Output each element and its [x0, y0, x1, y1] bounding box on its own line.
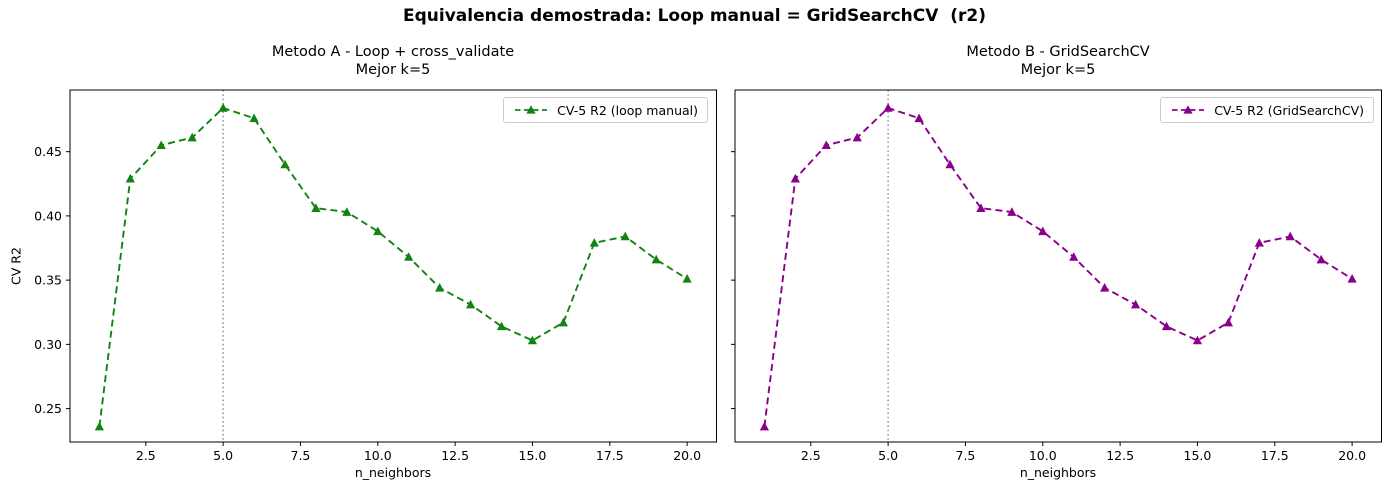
- svg-text:12.5: 12.5: [441, 448, 469, 463]
- svg-text:10.0: 10.0: [1029, 448, 1057, 463]
- svg-text:0.30: 0.30: [34, 337, 62, 352]
- svg-text:7.5: 7.5: [956, 448, 976, 463]
- svg-text:5.0: 5.0: [878, 448, 898, 463]
- svg-text:20.0: 20.0: [673, 448, 701, 463]
- subplot-a-title: Metodo A - Loop + cross_validate Mejor k…: [70, 43, 716, 79]
- svg-text:17.5: 17.5: [596, 448, 624, 463]
- svg-text:7.5: 7.5: [291, 448, 311, 463]
- x-axis-label-a: n_neighbors: [354, 465, 432, 480]
- svg-text:10.0: 10.0: [364, 448, 392, 463]
- legend-line-marker-icon: [1172, 105, 1205, 114]
- subplot-a-title-line1: Metodo A - Loop + cross_validate: [271, 44, 515, 60]
- svg-text:2.5: 2.5: [136, 448, 156, 463]
- svg-text:5.0: 5.0: [213, 448, 233, 463]
- svg-text:2.5: 2.5: [801, 448, 821, 463]
- svg-text:0.45: 0.45: [34, 144, 62, 159]
- subplot-b-title: Metodo B - GridSearchCV Mejor k=5: [735, 43, 1381, 79]
- subplot-b-title-line1: Metodo B - GridSearchCV: [966, 44, 1150, 60]
- subplot-b-title-line2: Mejor k=5: [1020, 62, 1096, 78]
- legend-a: CV-5 R2 (loop manual): [503, 97, 708, 123]
- svg-text:0.40: 0.40: [34, 208, 62, 223]
- svg-text:12.5: 12.5: [1106, 448, 1134, 463]
- svg-text:0.25: 0.25: [34, 401, 62, 416]
- svg-text:0.35: 0.35: [34, 273, 62, 288]
- svg-text:17.5: 17.5: [1261, 448, 1289, 463]
- legend-b-label: CV-5 R2 (GridSearchCV): [1214, 102, 1364, 118]
- svg-text:15.0: 15.0: [1184, 448, 1212, 463]
- svg-text:20.0: 20.0: [1338, 448, 1366, 463]
- x-axis-label-b: n_neighbors: [1019, 465, 1097, 480]
- figure-title: Equivalencia demostrada: Loop manual = G…: [403, 6, 986, 26]
- subplot-a-title-line2: Mejor k=5: [355, 62, 431, 78]
- legend-line-marker-icon: [515, 105, 548, 114]
- legend-b: CV-5 R2 (GridSearchCV): [1160, 97, 1374, 123]
- legend-a-label: CV-5 R2 (loop manual): [557, 102, 698, 118]
- svg-text:15.0: 15.0: [519, 448, 547, 463]
